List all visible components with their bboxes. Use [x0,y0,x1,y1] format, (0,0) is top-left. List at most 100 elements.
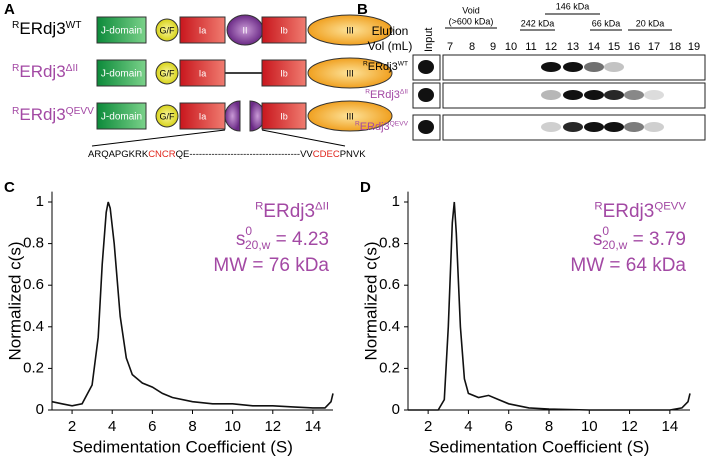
name-prefix: R [12,106,19,117]
band [563,122,583,132]
name-prefix: R [255,200,263,212]
marker-label: 20 kDa [636,18,665,28]
x-tick-label: 2 [424,418,432,435]
domain [307,57,393,89]
split-domain-ii [224,100,241,132]
panel-letter: B [357,1,368,18]
domain-label: J-domain [101,69,142,80]
name-main: ERdj3 [603,201,655,222]
annotation-sub: 20,w [602,238,628,252]
y-tick-label: 0.6 [23,276,44,293]
band [624,122,644,132]
band [563,90,583,100]
fraction: 19 [688,41,700,53]
y-tick-label: 0 [392,401,400,418]
annotation-part: s [236,229,246,250]
domain [261,102,307,130]
domain [307,14,393,46]
fraction: 7 [447,41,453,53]
annotation-part: s [593,229,603,250]
y-tick-label: 0.4 [23,318,44,335]
fraction: 16 [628,41,640,53]
sequence-part: CDEC [313,149,340,160]
domain-label: J-domain [101,112,142,123]
annotation-part: = 3.79 [627,229,686,250]
band [604,62,624,72]
x-tick-label: 14 [662,418,679,435]
band [541,122,561,132]
fraction: 12 [545,41,557,53]
x-tick-label: 2 [68,418,76,435]
x-tick-label: 10 [224,418,241,435]
domain-label: G/F [160,68,176,78]
domain-label: Ib [280,68,288,78]
domain [179,102,226,130]
construct-name: RERdj3WT [363,60,408,72]
domain-label: Ib [280,111,288,121]
domain [96,102,147,130]
construct-name: RERdj3ΔII [12,62,78,81]
annotation: s0 20,w = 3.79 [593,224,686,252]
domain-label: G/F [160,111,176,121]
domain [307,100,393,132]
domain-label: G/F [160,25,176,35]
annotation-sub: 20,w [245,238,271,252]
name-suffix: QEVV [654,200,686,212]
band [418,120,434,134]
name-suffix: WT [66,20,82,31]
domain-label: III [346,68,354,78]
fraction: 18 [669,41,681,53]
sequence: ARQAPGKRKCNCRQE-------------------------… [88,149,366,160]
name-suffix: ΔII [400,88,408,95]
domain-label: III [346,111,354,121]
band [563,62,583,72]
domain-label: III [346,25,354,35]
name-suffix: QEVV [390,120,409,127]
x-tick-label: 4 [108,418,116,435]
y-tick-label: 0.2 [379,359,400,376]
marker-label: 242 kDa [521,18,555,28]
fraction: 13 [567,41,579,53]
band [644,90,664,100]
fraction: 10 [505,41,517,53]
name-main: ERdj3 [368,61,398,73]
x-tick-label: 12 [621,418,638,435]
x-axis-label: Sedimentation Coefficient (S) [429,437,650,456]
domain [155,61,179,85]
name-suffix: ΔII [315,200,329,212]
x-tick-label: 8 [545,418,553,435]
y-tick-label: 1 [392,193,400,210]
annotation-sup: 0 [602,224,609,238]
gel-lane [412,114,441,141]
domain [179,59,226,87]
domain [96,59,147,87]
fraction: 11 [525,41,536,53]
name-main: ERdj3 [19,19,65,38]
panel-letter: D [360,179,371,196]
header: Vol (mL) [368,39,413,53]
domain [155,18,179,42]
band [624,90,644,100]
name-suffix: WT [398,60,408,67]
panel-letter: A [4,1,15,18]
band [584,62,604,72]
zoom-line [261,129,346,147]
sequence-part: QE-----------------------------------VV [176,149,314,160]
name-suffix: ΔII [66,63,78,74]
fraction: 15 [608,41,620,53]
y-tick-label: 0.2 [23,359,44,376]
domain [155,104,179,128]
name-main: ERdj3 [263,201,315,222]
x-axis-label: Sedimentation Coefficient (S) [72,437,293,456]
x-tick-label: 14 [305,418,322,435]
sequence-part: ARQAPGKRK [88,149,149,160]
name-main: ERdj3 [19,62,65,81]
annotation: s0 20,w = 4.23 [236,224,329,252]
domain [261,16,307,44]
domain-label: Ia [199,25,207,35]
x-tick-label: 10 [581,418,598,435]
name-prefix: R [594,200,602,212]
name-prefix: R [12,63,19,74]
fraction: 9 [490,41,496,53]
domain-label: J-domain [101,26,142,37]
